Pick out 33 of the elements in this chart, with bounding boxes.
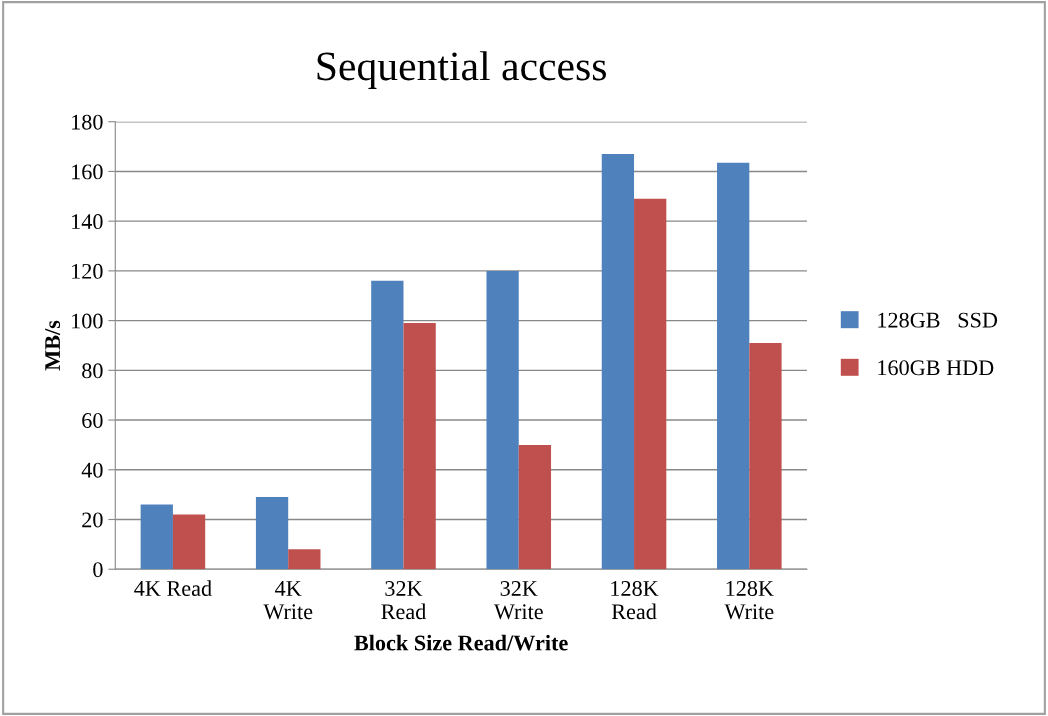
x-axis-title: Block Size Read/Write [354,634,568,651]
y-tick-label: 40 [81,462,103,478]
bar [255,497,289,570]
y-tick-label: 120 [72,263,103,279]
bar [717,162,750,570]
bar [518,444,552,570]
y-tick-label: 100 [72,313,103,329]
y-tick-label: 20 [82,512,103,528]
y-tick-label: 160 [72,164,103,180]
bar [486,270,519,570]
x-tick-label: 32K Read [381,581,427,620]
x-tick-label: 4K Write [263,581,313,620]
y-axis-title: MB/s [45,320,61,371]
bar [140,504,173,570]
x-tick-label: 128K Read [611,580,659,620]
bar [749,342,782,570]
y-tick-label: 80 [82,363,103,379]
x-tick-label: 4K Read [134,580,212,596]
legend-label: 160GB HDD [878,360,994,376]
bar [172,514,206,570]
x-tick-label: 128K Write [724,580,774,620]
bar [371,280,404,570]
x-tick-label: 32K Write [493,581,543,620]
bar [403,323,436,570]
y-tick-label: 140 [72,214,103,230]
bar [288,549,321,570]
y-tick-label: 60 [82,412,103,428]
bar [601,154,635,570]
y-tick-label: 0 [93,562,103,578]
legend-label: 128GB SSD [878,312,998,328]
y-tick-label: 180 [72,114,103,130]
bar [634,198,667,570]
chart-title: Sequential access [317,51,606,89]
